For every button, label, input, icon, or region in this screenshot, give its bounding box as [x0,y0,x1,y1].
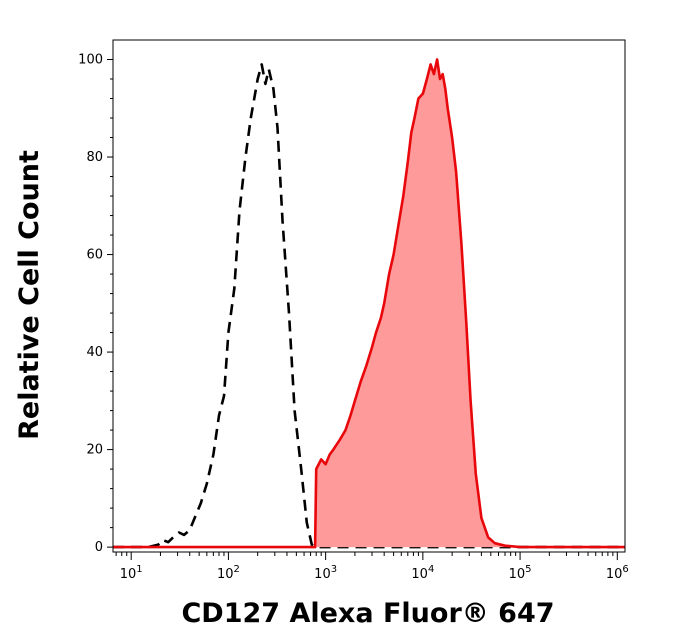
series-0-line [113,63,625,549]
plot-frame [112,39,626,553]
x-tick-label-5: 106 [606,564,629,582]
x-tick-label-2: 103 [314,564,337,582]
x-tick-label-1: 102 [217,564,240,582]
y-tick-label-5: 100 [78,53,103,68]
y-tick-label-4: 80 [86,150,103,165]
x-tick-label-0: 101 [120,564,143,582]
x-tick-label-4: 105 [509,564,532,582]
x-axis-title: CD127 Alexa Fluor® 647 [181,598,554,629]
y-tick-label-0: 0 [95,540,103,555]
series-1-fill [113,59,625,548]
y-tick-label-2: 40 [86,345,103,360]
axes: 0 20 40 60 80 100 101 102 103 104 105 106 [78,39,629,582]
series-1-line [113,58,625,549]
plot-area [113,58,625,549]
y-axis-title: Relative Cell Count [14,150,45,440]
x-tick-label-3: 104 [411,564,434,582]
y-tick-label-3: 60 [86,248,103,263]
y-tick-label-1: 20 [86,443,103,458]
